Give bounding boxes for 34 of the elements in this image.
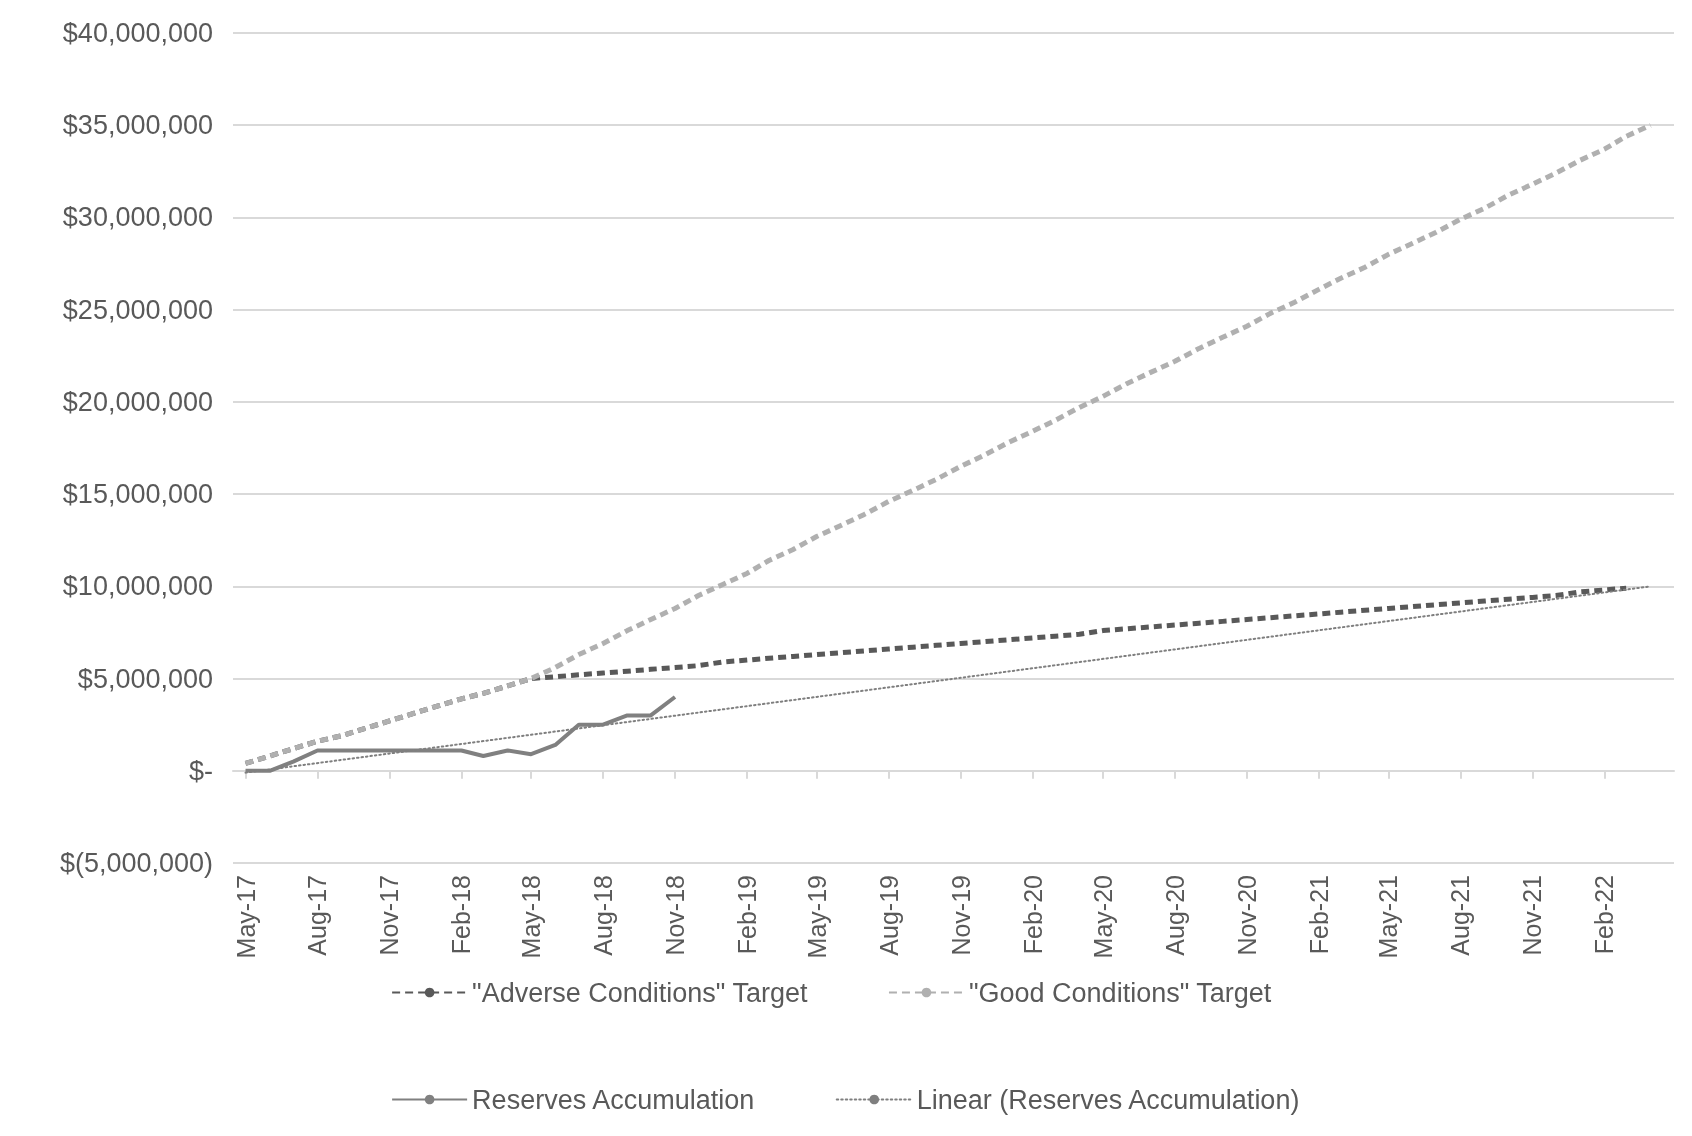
y-tick-label: $20,000,000 <box>62 386 213 417</box>
x-tick-label: Feb-21 <box>1304 875 1333 955</box>
x-tick-label: Nov-18 <box>661 875 689 956</box>
x-tick-label: May-21 <box>1374 875 1403 959</box>
y-tick-label: $5,000,000 <box>77 663 213 694</box>
y-tick-label: $35,000,000 <box>62 110 213 141</box>
x-tick-label: Feb-22 <box>1590 875 1619 955</box>
x-tick-label: May-18 <box>517 875 546 959</box>
y-tick-label: $25,000,000 <box>62 294 213 325</box>
y-tick-label: $(5,000,000) <box>59 848 213 878</box>
legend-label: "Adverse Conditions" Target <box>472 977 808 1008</box>
x-tick-label: Nov-19 <box>946 875 975 956</box>
x-tick-label: Aug-21 <box>1446 875 1475 956</box>
x-tick-label: Aug-18 <box>589 875 618 956</box>
y-tick-label: $30,000,000 <box>62 202 213 233</box>
y-tick-label: $40,000,000 <box>62 18 213 48</box>
x-tick-label: Aug-19 <box>874 875 903 956</box>
y-tick-label: $10,000,000 <box>62 571 213 602</box>
x-tick-label: Nov-21 <box>1518 875 1547 956</box>
x-tick-label: Feb-19 <box>732 875 761 955</box>
x-tick-label: Aug-17 <box>303 875 332 956</box>
x-tick-label: Feb-18 <box>447 875 476 955</box>
x-tick-label: May-19 <box>802 875 831 959</box>
y-tick-label: $15,000,000 <box>62 479 213 510</box>
x-tick-label: May-17 <box>231 875 260 959</box>
x-tick-label: Feb-20 <box>1018 875 1047 955</box>
x-tick-label: Nov-20 <box>1232 875 1261 956</box>
x-tick-label: Aug-20 <box>1160 875 1189 956</box>
x-tick-label: May-20 <box>1088 875 1117 959</box>
x-tick-label: Nov-17 <box>375 875 404 956</box>
legend-label: Linear (Reserves Accumulation) <box>916 1084 1300 1115</box>
legend-label: "Good Conditions" Target <box>968 977 1272 1008</box>
y-tick-label: $- <box>188 755 213 786</box>
legend-label: Reserves Accumulation <box>472 1084 755 1115</box>
